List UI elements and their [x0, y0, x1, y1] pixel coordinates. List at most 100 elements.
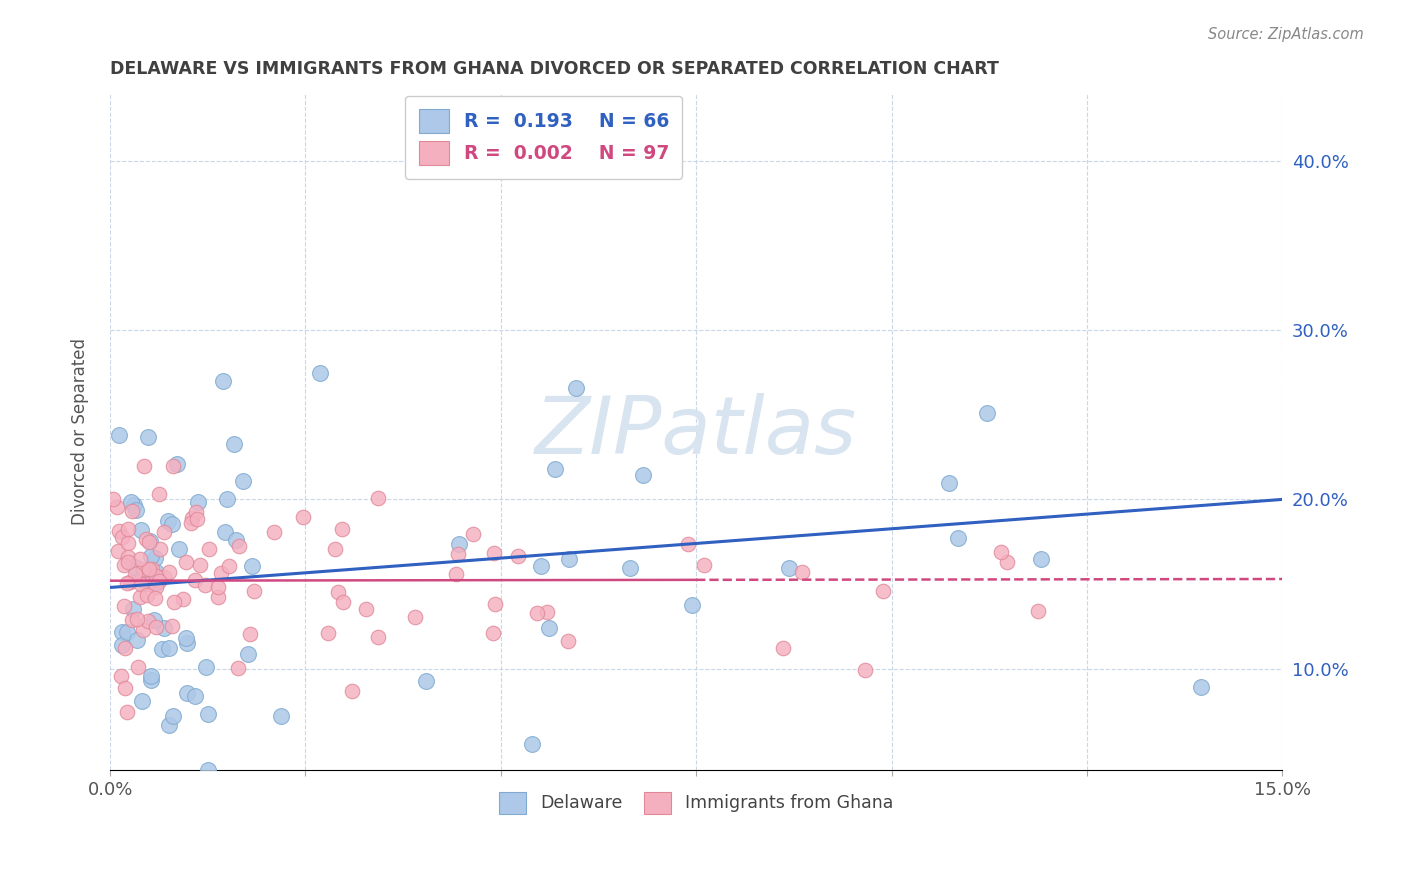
- Point: [163, 595, 186, 609]
- Point: [990, 545, 1012, 559]
- Point: [772, 640, 794, 655]
- Point: [172, 592, 194, 607]
- Point: [1026, 604, 1049, 618]
- Point: [872, 584, 894, 599]
- Point: [174, 555, 197, 569]
- Point: [938, 476, 960, 491]
- Point: [243, 584, 266, 599]
- Point: [132, 562, 155, 576]
- Point: [633, 468, 655, 483]
- Point: [176, 686, 198, 700]
- Point: [484, 597, 506, 611]
- Point: [543, 461, 565, 475]
- Point: [117, 705, 139, 719]
- Point: [367, 630, 389, 644]
- Point: [145, 565, 167, 579]
- Point: [111, 638, 134, 652]
- Point: [522, 737, 544, 751]
- Point: [184, 505, 207, 519]
- Point: [129, 551, 152, 566]
- Point: [136, 614, 159, 628]
- Point: [162, 458, 184, 473]
- Point: [129, 577, 152, 591]
- Point: [1189, 681, 1212, 695]
- Point: [162, 619, 184, 633]
- Point: [139, 549, 162, 563]
- Point: [101, 492, 124, 507]
- Point: [143, 613, 166, 627]
- Point: [145, 580, 167, 594]
- Legend: Delaware, Immigrants from Ghana: Delaware, Immigrants from Ghana: [491, 783, 903, 822]
- Point: [139, 534, 162, 549]
- Point: [367, 491, 389, 505]
- Point: [207, 590, 229, 604]
- Point: [176, 631, 198, 645]
- Point: [121, 504, 143, 518]
- Text: DELAWARE VS IMMIGRANTS FROM GHANA DIVORCED OR SEPARATED CORRELATION CHART: DELAWARE VS IMMIGRANTS FROM GHANA DIVORC…: [110, 60, 998, 78]
- Point: [125, 612, 148, 626]
- Point: [157, 717, 180, 731]
- Point: [236, 648, 259, 662]
- Point: [186, 495, 208, 509]
- Point: [115, 625, 138, 640]
- Point: [150, 642, 173, 657]
- Point: [194, 578, 217, 592]
- Point: [195, 659, 218, 673]
- Point: [136, 588, 159, 602]
- Point: [506, 549, 529, 564]
- Point: [115, 576, 138, 591]
- Point: [143, 591, 166, 606]
- Point: [107, 524, 129, 538]
- Point: [482, 546, 505, 560]
- Y-axis label: Divorced or Separated: Divorced or Separated: [72, 338, 89, 525]
- Point: [197, 764, 219, 778]
- Point: [316, 626, 339, 640]
- Point: [557, 634, 579, 648]
- Point: [181, 511, 204, 525]
- Point: [145, 569, 167, 583]
- Point: [120, 574, 142, 589]
- Point: [404, 609, 426, 624]
- Point: [681, 598, 703, 612]
- Point: [129, 572, 152, 586]
- Point: [145, 576, 167, 591]
- Point: [149, 542, 172, 557]
- Point: [176, 636, 198, 650]
- Point: [184, 573, 207, 587]
- Point: [124, 566, 146, 581]
- Point: [354, 602, 377, 616]
- Point: [148, 487, 170, 501]
- Point: [112, 558, 135, 572]
- Point: [291, 509, 314, 524]
- Point: [111, 624, 134, 639]
- Point: [340, 683, 363, 698]
- Point: [239, 626, 262, 640]
- Point: [145, 620, 167, 634]
- Point: [120, 495, 142, 509]
- Point: [1031, 551, 1053, 566]
- Point: [538, 621, 561, 635]
- Point: [117, 535, 139, 549]
- Point: [330, 522, 353, 536]
- Point: [122, 602, 145, 616]
- Point: [676, 537, 699, 551]
- Point: [482, 626, 505, 640]
- Point: [447, 537, 470, 551]
- Point: [790, 565, 813, 579]
- Point: [447, 547, 470, 561]
- Point: [153, 621, 176, 635]
- Point: [946, 531, 969, 545]
- Point: [143, 550, 166, 565]
- Point: [224, 437, 246, 451]
- Point: [693, 558, 716, 572]
- Point: [214, 524, 236, 539]
- Point: [128, 591, 150, 605]
- Point: [127, 659, 149, 673]
- Point: [136, 577, 159, 591]
- Point: [536, 605, 558, 619]
- Point: [117, 555, 139, 569]
- Point: [138, 534, 160, 549]
- Point: [184, 690, 207, 704]
- Point: [976, 406, 998, 420]
- Point: [619, 561, 641, 575]
